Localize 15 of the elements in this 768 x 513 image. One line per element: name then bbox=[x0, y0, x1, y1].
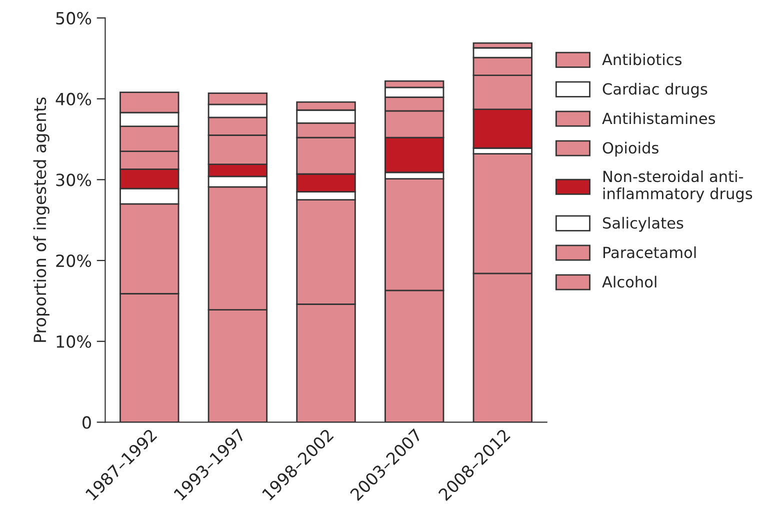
y-tick-label: 20% bbox=[56, 254, 92, 268]
y-tick-label: 30% bbox=[56, 174, 92, 186]
legend-label: Non-steroidal anti- inflammatory drugs bbox=[603, 170, 752, 202]
legend-label: Opioids bbox=[602, 142, 658, 157]
legend-label: Antibiotics bbox=[602, 53, 682, 66]
legend-label: Alcohol bbox=[602, 276, 656, 288]
legend-label: Paracetamol bbox=[603, 246, 696, 258]
legend-label: Antihistamines bbox=[602, 112, 716, 124]
y-tick-label: 0 bbox=[82, 416, 91, 429]
legend-label: Salicylates bbox=[602, 216, 684, 232]
y-tick-label: 10% bbox=[56, 335, 92, 348]
y-tick-label: 40% bbox=[56, 92, 92, 106]
y-tick-label: 50% bbox=[56, 12, 92, 25]
legend-label: Cardiac drugs bbox=[602, 82, 708, 98]
y-axis-title: Proportion of ingested agents bbox=[33, 97, 50, 342]
